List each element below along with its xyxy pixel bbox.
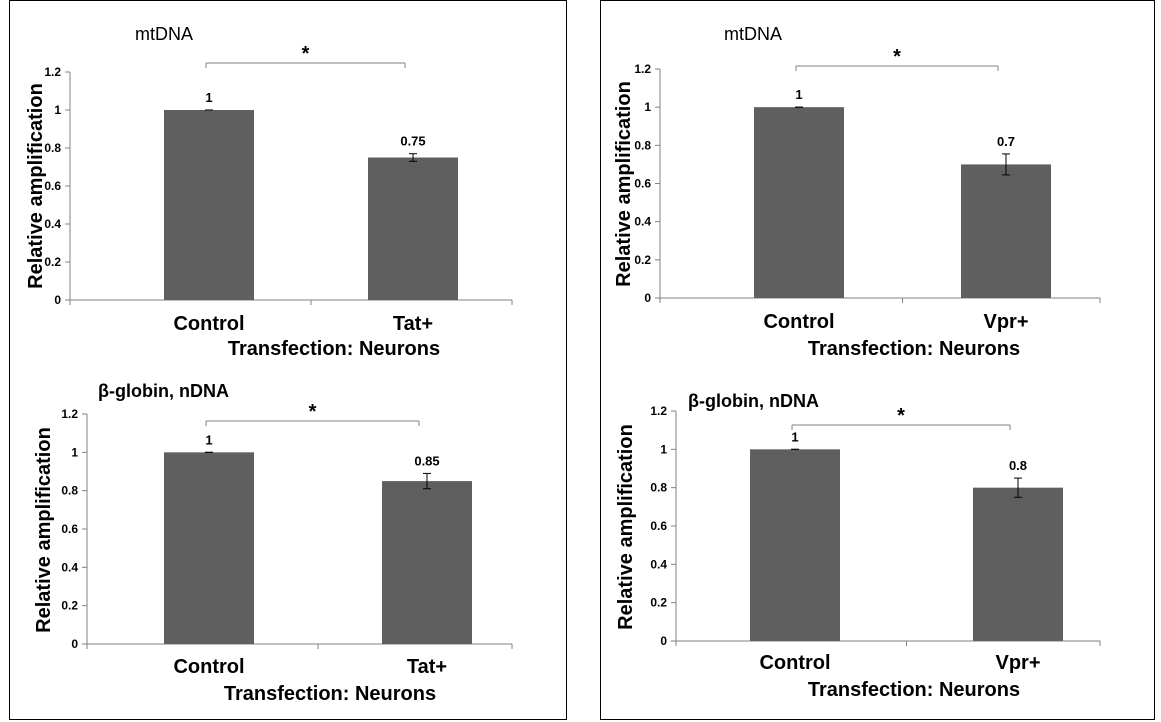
- y-tick-label: 0.2: [634, 253, 651, 267]
- y-tick-label: 1: [660, 442, 667, 456]
- y-tick-label: 0.8: [634, 138, 651, 152]
- data-label: 1: [791, 429, 798, 444]
- y-tick-label: 0: [644, 291, 651, 305]
- left-panel: [9, 0, 567, 720]
- y-axis-label: Relative amplification: [25, 83, 47, 289]
- data-label: 0.7: [997, 134, 1015, 149]
- y-tick-label: 0.4: [61, 560, 78, 574]
- y-tick-label: 0.2: [650, 596, 667, 610]
- y-tick-label: 0.8: [61, 484, 78, 498]
- significance-marker: *: [302, 43, 310, 65]
- y-tick-label: 1.2: [61, 407, 78, 421]
- data-label: 1: [205, 90, 212, 105]
- y-tick-label: 1: [71, 445, 78, 459]
- y-tick-label: 0.2: [44, 255, 61, 269]
- y-axis-label: Relative amplification: [615, 424, 637, 630]
- y-tick-label: 0: [71, 637, 78, 651]
- y-axis-label: Relative amplification: [33, 427, 55, 633]
- chart-title: mtDNA: [724, 24, 782, 44]
- category-label: Tat+: [393, 313, 433, 335]
- bar: [754, 107, 844, 299]
- y-tick-label: 0.8: [44, 141, 61, 155]
- category-label: Vpr+: [983, 311, 1028, 333]
- bar: [382, 481, 472, 644]
- x-axis-label: Transfection: Neurons: [808, 679, 1020, 701]
- chart-title: β-globin, nDNA: [98, 381, 229, 401]
- significance-marker: *: [893, 46, 901, 68]
- x-axis-label: Transfection: Neurons: [224, 683, 436, 705]
- category-label: Control: [763, 311, 834, 333]
- significance-marker: *: [309, 401, 317, 423]
- y-tick-label: 0.6: [634, 177, 651, 191]
- data-label: 0.8: [1009, 458, 1027, 473]
- x-axis-label: Transfection: Neurons: [228, 338, 440, 360]
- y-tick-label: 0: [54, 293, 61, 307]
- y-tick-label: 0.6: [61, 522, 78, 536]
- y-tick-label: 0.6: [44, 179, 61, 193]
- y-tick-label: 0.4: [634, 215, 651, 229]
- y-tick-label: 0: [660, 634, 667, 648]
- y-axis-label: Relative amplification: [613, 81, 635, 287]
- bar: [961, 164, 1051, 298]
- category-label: Tat+: [407, 656, 447, 678]
- bar: [368, 157, 458, 300]
- bar: [973, 487, 1063, 641]
- data-label: 0.85: [414, 453, 439, 468]
- data-label: 1: [795, 87, 802, 102]
- y-tick-label: 1.2: [650, 404, 667, 418]
- bar: [750, 449, 840, 641]
- bar: [164, 452, 254, 644]
- chart-title: mtDNA: [135, 24, 193, 44]
- category-label: Control: [173, 656, 244, 678]
- y-tick-label: 0.4: [44, 217, 61, 231]
- x-axis-label: Transfection: Neurons: [808, 338, 1020, 360]
- category-label: Vpr+: [995, 652, 1040, 674]
- y-tick-label: 0.6: [650, 519, 667, 533]
- y-tick-label: 1: [54, 103, 61, 117]
- significance-marker: *: [897, 405, 905, 427]
- data-label: 1: [205, 432, 212, 447]
- y-tick-label: 1.2: [44, 65, 61, 79]
- y-tick-label: 1.2: [634, 62, 651, 76]
- category-label: Control: [759, 652, 830, 674]
- y-tick-label: 0.4: [650, 557, 667, 571]
- chart-title: β-globin, nDNA: [688, 391, 819, 411]
- data-label: 0.75: [400, 134, 425, 149]
- bar: [164, 110, 254, 300]
- category-label: Control: [173, 313, 244, 335]
- y-tick-label: 0.2: [61, 599, 78, 613]
- y-tick-label: 1: [644, 100, 651, 114]
- y-tick-label: 0.8: [650, 481, 667, 495]
